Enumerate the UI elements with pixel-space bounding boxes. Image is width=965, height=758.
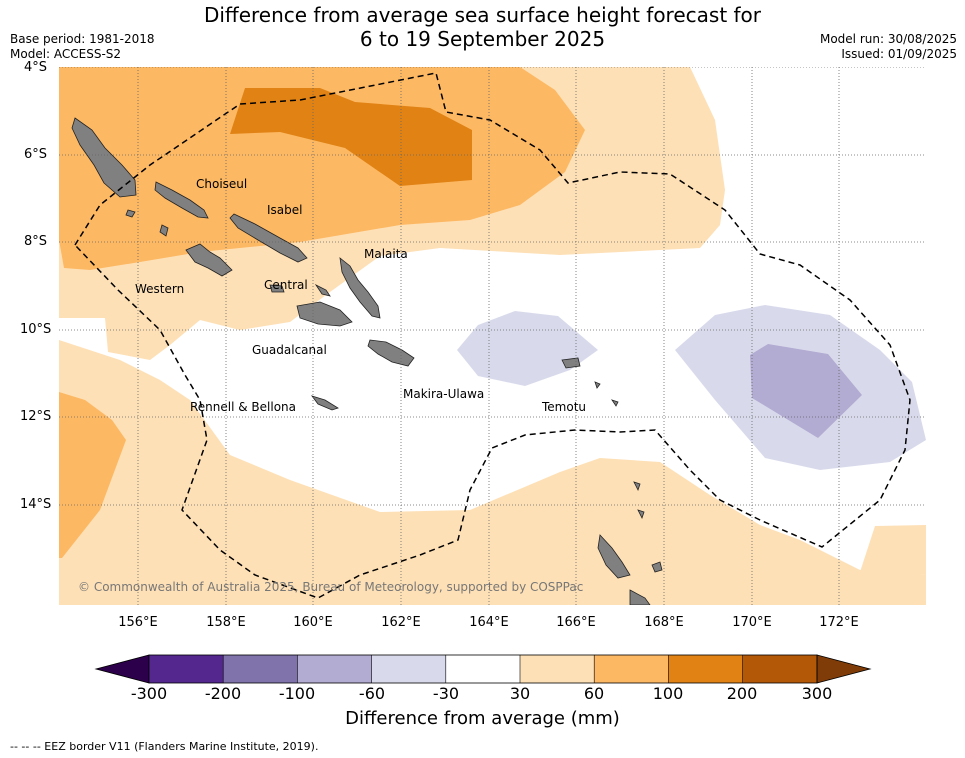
anomaly-neg60-neg100 (750, 344, 862, 438)
island-bougainville (71, 117, 137, 198)
colorbar-tick-neg200: -200 (204, 684, 242, 703)
lon-label-162e: 162°E (381, 615, 421, 630)
colorbar-tick-200: 200 (726, 684, 758, 703)
anomaly-30-60-southeast (860, 525, 926, 575)
island-small-2 (159, 224, 169, 237)
colorbar-tick-30: 30 (509, 684, 531, 703)
colorbar (94, 654, 872, 684)
colorbar-bin-7 (594, 655, 669, 683)
lat-label-8s: 8°S (24, 234, 48, 249)
island-rennell (310, 395, 339, 411)
colorbar-bin-5 (445, 655, 520, 683)
lat-label-12s: 12°S (20, 409, 52, 424)
island-small-1 (125, 209, 136, 218)
island-guadalcanal (296, 301, 353, 327)
lon-label-156e: 156°E (118, 615, 158, 630)
island-central-nggela (269, 284, 285, 293)
colorbar-title: Difference from average (mm) (345, 708, 620, 729)
colorbar-bin-6 (520, 655, 595, 683)
colorbar-tick-neg300: -300 (130, 684, 168, 703)
lon-label-166e: 166°E (556, 615, 596, 630)
island-santa-cruz (561, 357, 581, 369)
lon-label-158e: 158°E (206, 615, 246, 630)
island-small-8 (637, 509, 645, 520)
region-label-choiseul: Choiseul (196, 177, 248, 191)
anomaly-30-60-south (59, 340, 926, 605)
lat-label-4s: 4°S (24, 60, 48, 75)
colorbar-bin-3 (297, 655, 372, 683)
island-small-5 (611, 399, 619, 407)
anomaly-neg30-neg60-central (457, 311, 598, 386)
lon-label-172e: 172°E (819, 615, 859, 630)
island-choiseul (154, 181, 209, 219)
map-title: Difference from average sea surface heig… (0, 3, 965, 51)
lon-label-170e: 170°E (732, 615, 772, 630)
island-isabel (229, 213, 308, 263)
lat-label-14s: 14°S (20, 497, 52, 512)
island-espiritu-santo (597, 534, 631, 579)
colorbar-bin-4 (371, 655, 446, 683)
issued-date: Issued: 01/09/2025 (841, 47, 957, 61)
island-malaita (339, 257, 381, 319)
title-line-2: 6 to 19 September 2025 (359, 27, 606, 51)
island-makira (367, 339, 415, 367)
model-run: Model run: 30/08/2025 (819, 32, 957, 46)
metadata-right: Model run: 30/08/2025 Issued: 01/09/2025 (820, 32, 957, 62)
lon-label-168e: 168°E (644, 615, 684, 630)
colorbar-bin-1 (149, 655, 224, 683)
copyright-notice: © Commonwealth of Australia 2025, Bureau… (78, 580, 584, 594)
region-label-malaita: Malaita (364, 247, 408, 261)
colorbar-outline (148, 654, 818, 684)
anomaly-60-100-west (59, 392, 126, 558)
island-small-7 (633, 481, 641, 492)
colorbar-tick-neg60: -60 (358, 684, 386, 703)
island-small-4 (594, 381, 601, 389)
base-period: Base period: 1981-2018 (10, 32, 155, 46)
island-small-6 (651, 561, 663, 573)
colorbar-tick-60: 60 (583, 684, 605, 703)
island-malakula (629, 589, 651, 605)
colorbar-tick-100: 100 (652, 684, 684, 703)
model-name: Model: ACCESS-S2 (10, 47, 122, 61)
region-label-isabel: Isabel (267, 203, 303, 217)
colorbar-tick-neg30: -30 (432, 684, 460, 703)
colorbar-under-triangle (94, 654, 150, 684)
lon-label-160e: 160°E (293, 615, 333, 630)
land-masses (71, 117, 663, 605)
lat-label-10s: 10°S (20, 322, 52, 337)
region-label-guadalcanal: Guadalcanal (252, 343, 327, 357)
metadata-left: Base period: 1981-2018 Model: ACCESS-S2 (10, 32, 155, 62)
region-label-temotu: Temotu (542, 400, 587, 414)
eez-footnote: -- -- -- EEZ border V11 (Flanders Marine… (10, 740, 319, 753)
island-small-3 (314, 283, 331, 297)
colorbar-tick-300: 300 (801, 684, 833, 703)
region-label-central: Central (264, 278, 308, 292)
colorbar-bin-2 (223, 655, 298, 683)
lat-label-6s: 6°S (24, 147, 48, 162)
region-label-makira: Makira-Ulawa (403, 387, 485, 401)
colorbar-bin-9 (742, 655, 817, 683)
region-label-western: Western (135, 282, 185, 296)
graticule (59, 67, 926, 605)
colorbar-dividers (222, 655, 743, 683)
map-area (59, 67, 926, 605)
anomaly-60-100-north (59, 67, 585, 270)
eez-border (74, 72, 911, 599)
colorbar-over-triangle (816, 654, 872, 684)
colorbar-tick-neg100: -100 (278, 684, 316, 703)
title-line-1: Difference from average sea surface heig… (203, 3, 762, 27)
colorbar-bin-8 (668, 655, 743, 683)
island-new-georgia (185, 243, 233, 277)
anomaly-100-200 (230, 88, 472, 186)
lon-label-164e: 164°E (469, 615, 509, 630)
region-label-rennell: Rennell & Bellona (190, 400, 297, 414)
